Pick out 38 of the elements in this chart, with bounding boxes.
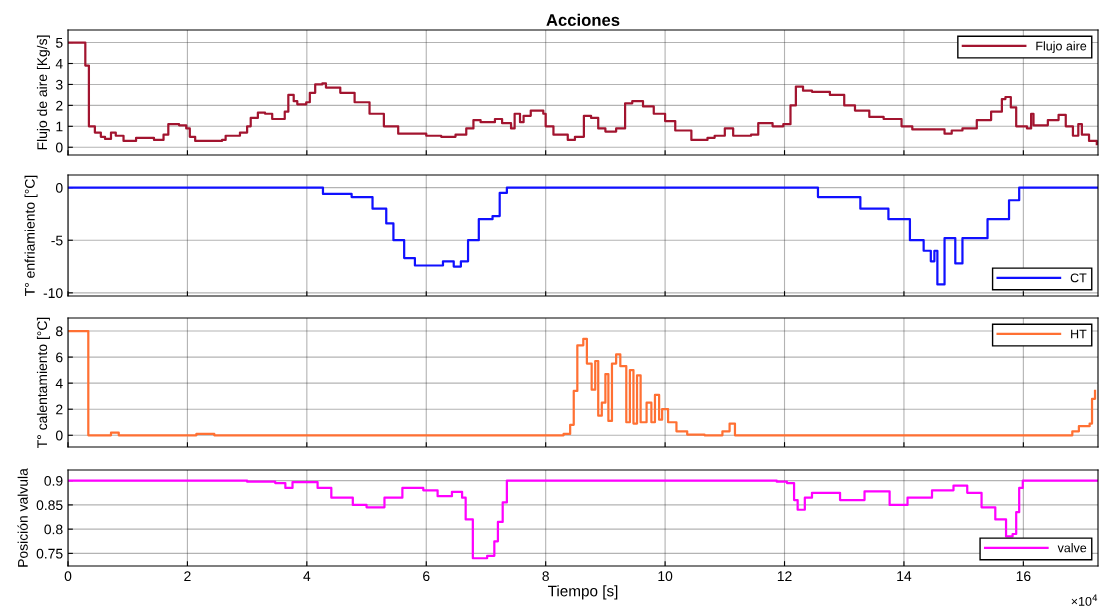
y-tick-label: 0.8 [44,524,63,535]
y-axis-title: T° calentamiento [°C] [36,317,50,448]
x-tick-label: 12 [777,571,792,581]
legend-label: valve [1057,543,1087,553]
y-axis-title: Posición valvula [17,468,28,567]
legend-label: CT [1070,273,1087,283]
y-tick-label: 2 [56,100,63,111]
x-tick-label: 14 [897,571,912,581]
x-axis-title: Tiempo [s] [547,585,618,600]
x-tick-label: 0 [64,571,72,582]
x-tick-label: 16 [1016,571,1031,582]
y-tick-label: 3 [55,79,63,90]
y-tick-label: 0.9 [44,476,63,486]
y-tick-label: 0 [55,430,63,441]
y-tick-label: 0 [55,142,63,153]
text: ×10$^{4}$ [1071,594,1098,606]
y-tick-label: 4 [55,378,63,389]
y-tick-label: 0.75 [36,548,63,559]
y-tick-label: 8 [56,326,63,337]
y-tick-label: -5 [51,235,63,246]
y-tick-label: 1 [56,121,63,132]
legend-label: Flujo aire [1036,41,1087,53]
y-tick-label: 5 [55,38,63,48]
y-tick-label: 6 [56,352,63,363]
x-tick-label: 10 [658,571,673,582]
x-tick-label: 2 [184,571,191,581]
y-tick-label: -10 [43,288,63,299]
y-axis-title: T° enfriamiento [°C] [24,175,38,296]
y-tick-label: 2 [56,404,63,415]
y-tick-label: 0.85 [36,500,63,511]
chart-title: Acciones [546,13,620,26]
y-tick-label: 4 [55,58,63,69]
x-tick-label: 4 [303,571,311,581]
x-tick-label: 8 [542,571,549,582]
legend-label: HT [1071,329,1087,339]
y-axis-title: Flujo de aire [Kg/s] [36,35,50,150]
y-tick-label: 0 [55,182,63,193]
x-tick-label: 6 [423,571,430,582]
